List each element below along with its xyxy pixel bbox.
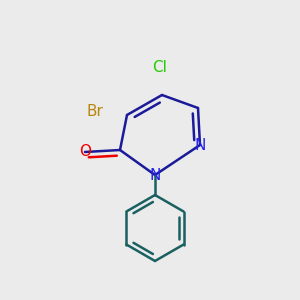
Text: N: N (149, 167, 161, 182)
Text: Br: Br (87, 104, 103, 119)
Text: Cl: Cl (153, 61, 167, 76)
Text: O: O (79, 145, 91, 160)
Text: N: N (194, 137, 206, 152)
